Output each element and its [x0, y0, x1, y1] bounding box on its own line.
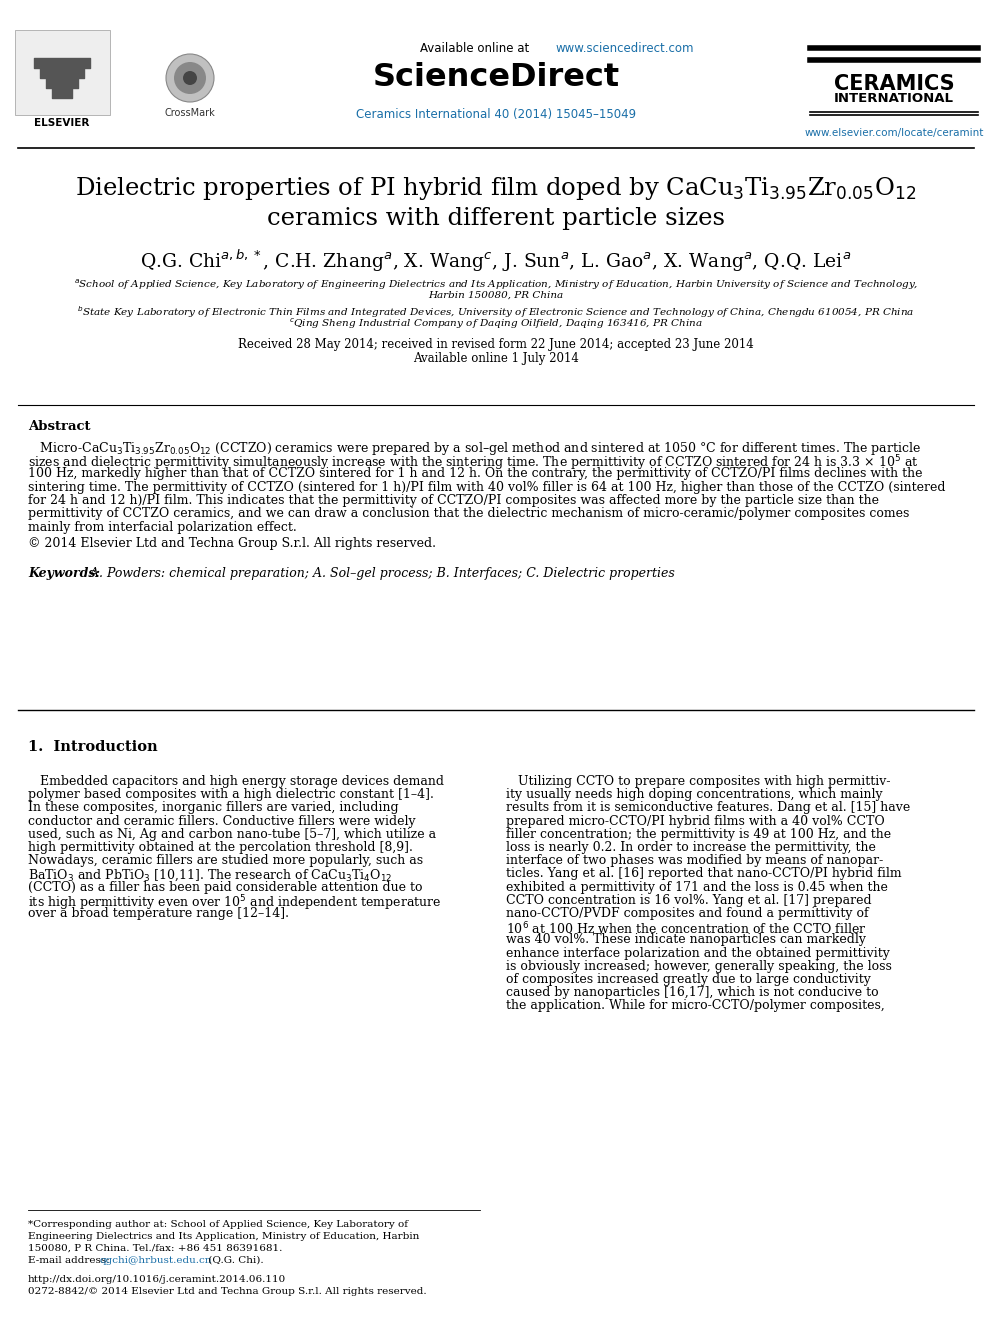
Text: filler concentration; the permittivity is 49 at 100 Hz, and the: filler concentration; the permittivity i… [506, 828, 891, 841]
Text: mainly from interfacial polarization effect.: mainly from interfacial polarization eff… [28, 521, 297, 534]
Text: ELSEVIER: ELSEVIER [35, 118, 89, 128]
Text: for 24 h and 12 h)/PI film. This indicates that the permittivity of CCTZO/PI com: for 24 h and 12 h)/PI film. This indicat… [28, 493, 879, 507]
Text: Abstract: Abstract [28, 419, 90, 433]
Text: loss is nearly 0.2. In order to increase the permittivity, the: loss is nearly 0.2. In order to increase… [506, 841, 876, 855]
Text: CERAMICS: CERAMICS [833, 74, 954, 94]
Text: In these composites, inorganic fillers are varied, including: In these composites, inorganic fillers a… [28, 802, 399, 815]
Text: www.elsevier.com/locate/ceramint: www.elsevier.com/locate/ceramint [805, 128, 984, 138]
Text: Micro-CaCu$_3$Ti$_{3.95}$Zr$_{0.05}$O$_{12}$ (CCTZO) ceramics were prepared by a: Micro-CaCu$_3$Ti$_{3.95}$Zr$_{0.05}$O$_{… [28, 441, 921, 456]
Text: $^{c}$Qing Sheng Industrial Company of Daqing Oilfield, Daqing 163416, PR China: $^{c}$Qing Sheng Industrial Company of D… [289, 318, 703, 331]
Text: Utilizing CCTO to prepare composites with high permittiv-: Utilizing CCTO to prepare composites wit… [506, 775, 891, 789]
Text: conductor and ceramic fillers. Conductive fillers were widely: conductor and ceramic fillers. Conductiv… [28, 815, 416, 828]
Text: polymer based composites with a high dielectric constant [1–4].: polymer based composites with a high die… [28, 789, 434, 802]
Text: results from it is semiconductive features. Dang et al. [15] have: results from it is semiconductive featur… [506, 802, 911, 815]
Text: was 40 vol%. These indicate nanoparticles can markedly: was 40 vol%. These indicate nanoparticle… [506, 934, 866, 946]
Text: its high permittivity even over 10$^5$ and independent temperature: its high permittivity even over 10$^5$ a… [28, 894, 441, 913]
Text: $^{a}$School of Applied Science, Key Laboratory of Engineering Dielectrics and I: $^{a}$School of Applied Science, Key Lab… [73, 278, 919, 292]
Text: $^{b}$State Key Laboratory of Electronic Thin Films and Integrated Devices, Univ: $^{b}$State Key Laboratory of Electronic… [77, 304, 915, 320]
Text: Received 28 May 2014; received in revised form 22 June 2014; accepted 23 June 20: Received 28 May 2014; received in revise… [238, 337, 754, 351]
Text: INTERNATIONAL: INTERNATIONAL [834, 93, 954, 105]
Text: 150080, P R China. Tel./fax: +86 451 86391681.: 150080, P R China. Tel./fax: +86 451 863… [28, 1244, 283, 1253]
Text: *Corresponding author at: School of Applied Science, Key Laboratory of: *Corresponding author at: School of Appl… [28, 1220, 408, 1229]
Text: Available online 1 July 2014: Available online 1 July 2014 [413, 352, 579, 365]
Text: http://dx.doi.org/10.1016/j.ceramint.2014.06.110: http://dx.doi.org/10.1016/j.ceramint.201… [28, 1275, 287, 1285]
Text: 100 Hz, markedly higher than that of CCTZO sintered for 1 h and 12 h. On the con: 100 Hz, markedly higher than that of CCT… [28, 467, 923, 480]
Text: Harbin 150080, PR China: Harbin 150080, PR China [429, 291, 563, 300]
Text: 10$^6$ at 100 Hz when the concentration of the CCTO filler: 10$^6$ at 100 Hz when the concentration … [506, 921, 867, 937]
Text: CCTO concentration is 16 vol%. Yang et al. [17] prepared: CCTO concentration is 16 vol%. Yang et a… [506, 894, 872, 906]
Text: ScienceDirect: ScienceDirect [372, 62, 620, 93]
Text: over a broad temperature range [12–14].: over a broad temperature range [12–14]. [28, 908, 289, 919]
Text: Embedded capacitors and high energy storage devices demand: Embedded capacitors and high energy stor… [28, 775, 444, 789]
Text: A. Powders: chemical preparation; A. Sol–gel process; B. Interfaces; C. Dielectr: A. Powders: chemical preparation; A. Sol… [86, 566, 675, 579]
Text: Engineering Dielectrics and Its Application, Ministry of Education, Harbin: Engineering Dielectrics and Its Applicat… [28, 1232, 420, 1241]
Text: Nowadays, ceramic fillers are studied more popularly, such as: Nowadays, ceramic fillers are studied mo… [28, 855, 424, 867]
Text: ceramics with different particle sizes: ceramics with different particle sizes [267, 206, 725, 230]
Text: E-mail address:: E-mail address: [28, 1256, 113, 1265]
Text: of composites increased greatly due to large conductivity: of composites increased greatly due to l… [506, 972, 871, 986]
Text: Available online at: Available online at [420, 42, 533, 56]
Circle shape [166, 54, 214, 102]
Text: ticles. Yang et al. [16] reported that nano-CCTO/PI hybrid film: ticles. Yang et al. [16] reported that n… [506, 868, 902, 880]
Text: Q.G. Chi$^{a,b,*}$, C.H. Zhang$^{a}$, X. Wang$^{c}$, J. Sun$^{a}$, L. Gao$^{a}$,: Q.G. Chi$^{a,b,*}$, C.H. Zhang$^{a}$, X.… [140, 247, 852, 274]
Text: sintering time. The permittivity of CCTZO (sintered for 1 h)/PI film with 40 vol: sintering time. The permittivity of CCTZ… [28, 480, 945, 493]
Circle shape [183, 71, 197, 85]
Text: ity usually needs high doping concentrations, which mainly: ity usually needs high doping concentrat… [506, 789, 883, 802]
Text: (CCTO) as a filler has been paid considerable attention due to: (CCTO) as a filler has been paid conside… [28, 881, 423, 893]
Text: Dielectric properties of PI hybrid film doped by CaCu$_3$Ti$_{3.95}$Zr$_{0.05}$O: Dielectric properties of PI hybrid film … [75, 175, 917, 202]
Text: Ceramics International 40 (2014) 15045–15049: Ceramics International 40 (2014) 15045–1… [356, 108, 636, 120]
Text: enhance interface polarization and the obtained permittivity: enhance interface polarization and the o… [506, 946, 890, 959]
Text: prepared micro-CCTO/PI hybrid films with a 40 vol% CCTO: prepared micro-CCTO/PI hybrid films with… [506, 815, 885, 828]
Text: used, such as Ni, Ag and carbon nano-tube [5–7], which utilize a: used, such as Ni, Ag and carbon nano-tub… [28, 828, 436, 841]
Text: caused by nanoparticles [16,17], which is not conducive to: caused by nanoparticles [16,17], which i… [506, 986, 879, 999]
Text: © 2014 Elsevier Ltd and Techna Group S.r.l. All rights reserved.: © 2014 Elsevier Ltd and Techna Group S.r… [28, 537, 436, 549]
Text: sizes and dielectric permittivity simultaneously increase with the sintering tim: sizes and dielectric permittivity simult… [28, 454, 919, 474]
Text: is obviously increased; however, generally speaking, the loss: is obviously increased; however, general… [506, 959, 892, 972]
Text: high permittivity obtained at the percolation threshold [8,9].: high permittivity obtained at the percol… [28, 841, 413, 855]
Text: www.sciencedirect.com: www.sciencedirect.com [555, 42, 693, 56]
Circle shape [174, 62, 206, 94]
Text: interface of two phases was modified by means of nanopar-: interface of two phases was modified by … [506, 855, 883, 867]
Text: 0272-8842/© 2014 Elsevier Ltd and Techna Group S.r.l. All rights reserved.: 0272-8842/© 2014 Elsevier Ltd and Techna… [28, 1287, 427, 1297]
Text: CrossMark: CrossMark [165, 108, 215, 118]
FancyBboxPatch shape [15, 30, 110, 115]
Text: 1.  Introduction: 1. Introduction [28, 740, 158, 754]
Text: exhibited a permittivity of 171 and the loss is 0.45 when the: exhibited a permittivity of 171 and the … [506, 881, 888, 893]
Text: permittivity of CCTZO ceramics, and we can draw a conclusion that the dielectric: permittivity of CCTZO ceramics, and we c… [28, 508, 910, 520]
Text: BaTiO$_3$ and PbTiO$_3$ [10,11]. The research of CaCu$_3$Ti$_4$O$_{12}$: BaTiO$_3$ and PbTiO$_3$ [10,11]. The res… [28, 868, 392, 882]
Text: Keywords:: Keywords: [28, 566, 100, 579]
Text: the application. While for micro-CCTO/polymer composites,: the application. While for micro-CCTO/po… [506, 999, 885, 1012]
Text: qgchi@hrbust.edu.cn: qgchi@hrbust.edu.cn [100, 1256, 212, 1265]
Text: (Q.G. Chi).: (Q.G. Chi). [205, 1256, 264, 1265]
Text: nano-CCTO/PVDF composites and found a permittivity of: nano-CCTO/PVDF composites and found a pe… [506, 908, 869, 919]
